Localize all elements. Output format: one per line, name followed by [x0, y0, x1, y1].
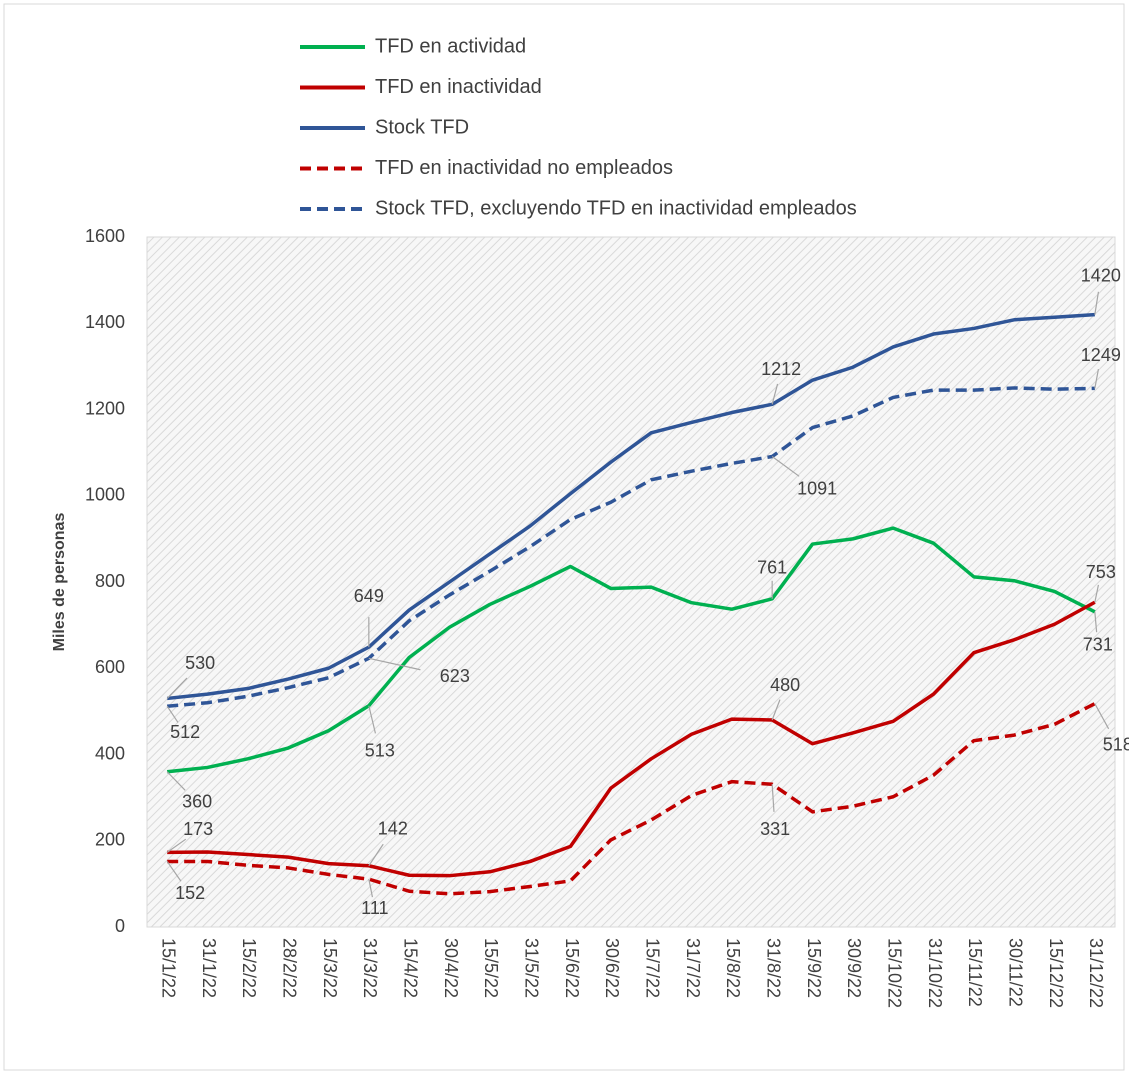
x-tick-label: 15/5/22	[481, 938, 501, 998]
data-label: 480	[770, 675, 800, 695]
x-tick-label: 15/3/22	[320, 938, 340, 998]
data-label: 518	[1103, 734, 1129, 754]
data-label: 731	[1083, 635, 1113, 655]
leader-line	[771, 784, 775, 812]
data-label: 530	[185, 653, 215, 673]
leader-line	[368, 843, 384, 867]
leader-line	[1094, 584, 1100, 603]
leader-line	[166, 838, 187, 853]
y-tick-label: 400	[95, 743, 125, 763]
x-tick-label: 15/1/22	[158, 938, 178, 998]
leader-line	[368, 879, 374, 898]
y-tick-label: 1000	[85, 485, 125, 505]
leader-line	[771, 383, 779, 405]
x-tick-label: 15/2/22	[239, 938, 259, 998]
y-tick-label: 200	[95, 830, 125, 850]
data-label: 111	[361, 898, 388, 918]
data-label: 1091	[797, 478, 837, 498]
legend-label: TFD en inactividad no empleados	[375, 157, 673, 179]
leader-line	[368, 657, 421, 671]
y-tick-label: 0	[115, 916, 125, 936]
x-tick-label: 31/12/22	[1086, 938, 1106, 1008]
x-tick-label: 15/11/22	[965, 938, 985, 1007]
x-tick-label: 15/4/22	[400, 938, 420, 998]
x-tick-label: 31/5/22	[521, 938, 541, 998]
leader-line	[1094, 369, 1100, 389]
series-line	[167, 386, 1095, 708]
x-tick-label: 31/3/22	[360, 938, 380, 998]
x-tick-label: 30/4/22	[441, 938, 461, 998]
legend-label: TFD en actividad	[375, 35, 526, 57]
leader-line	[1094, 703, 1110, 730]
x-tick-label: 15/6/22	[562, 938, 582, 998]
x-tick-label: 31/1/22	[199, 938, 219, 998]
data-label: 360	[182, 792, 212, 812]
data-label: 649	[354, 586, 384, 606]
data-label: 173	[183, 819, 213, 839]
series-line	[167, 702, 1096, 896]
data-label: 761	[757, 558, 787, 578]
x-tick-label: 31/7/22	[683, 938, 703, 998]
data-label: 152	[175, 883, 205, 903]
data-label: 142	[378, 819, 408, 839]
x-tick-label: 30/11/22	[1005, 938, 1025, 1007]
leader-line	[1094, 611, 1098, 633]
data-label: 1212	[761, 359, 801, 379]
legend-label: Stock TFD, excluyendo TFD en inactividad…	[375, 197, 857, 219]
data-label: 1249	[1081, 345, 1121, 365]
x-tick-label: 15/10/22	[884, 938, 904, 1008]
series-line	[166, 526, 1096, 774]
legend-label: TFD en inactividad	[375, 76, 542, 98]
legend-label: Stock TFD	[375, 116, 469, 138]
x-tick-label: 31/10/22	[925, 938, 945, 1008]
leader-line	[368, 705, 377, 734]
x-tick-label: 15/12/22	[1046, 938, 1066, 1008]
x-tick-label: 28/2/22	[279, 938, 299, 998]
data-label: 512	[170, 722, 200, 742]
leader-line	[771, 456, 800, 477]
leader-line	[771, 699, 781, 721]
x-tick-label: 15/9/22	[804, 938, 824, 998]
data-label: 753	[1086, 562, 1116, 582]
y-tick-label: 800	[95, 571, 125, 591]
series-line	[166, 312, 1095, 701]
y-tick-label: 1600	[85, 226, 125, 246]
leader-line	[1094, 291, 1100, 315]
leader-line	[166, 677, 188, 699]
data-label: 1420	[1081, 265, 1121, 285]
x-tick-label: 15/8/22	[723, 938, 743, 998]
x-tick-label: 30/9/22	[844, 938, 864, 998]
x-tick-label: 15/7/22	[642, 938, 662, 998]
leader-line	[166, 705, 179, 723]
leader-line	[166, 861, 182, 882]
plot-area	[146, 236, 1116, 928]
leader-line	[166, 771, 186, 791]
y-axis-label: Miles de personas	[51, 513, 68, 652]
y-tick-label: 1200	[85, 398, 125, 418]
data-label: 513	[365, 741, 395, 761]
data-label: 331	[760, 819, 790, 839]
x-tick-label: 31/8/22	[763, 938, 783, 998]
y-tick-label: 600	[95, 657, 125, 677]
series-line	[167, 600, 1096, 878]
x-tick-label: 30/6/22	[602, 938, 622, 998]
y-tick-label: 1400	[85, 312, 125, 332]
data-label: 623	[440, 666, 470, 686]
